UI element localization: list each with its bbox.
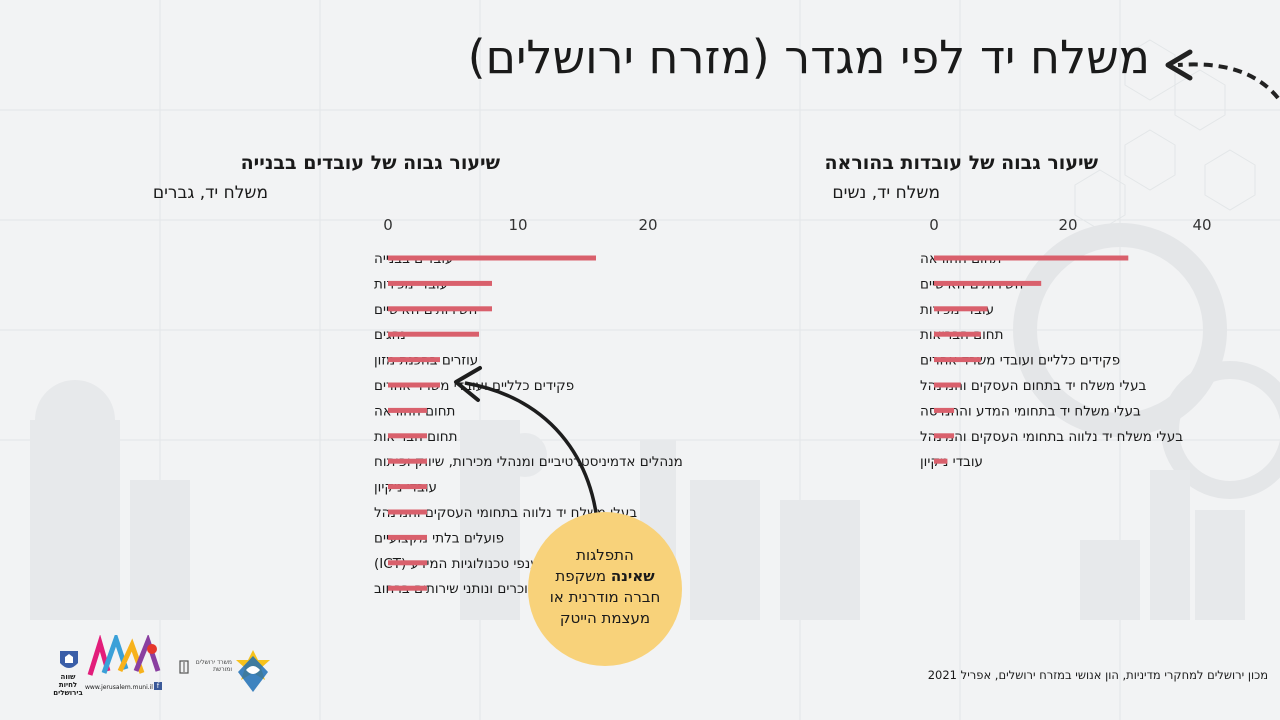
jerusalem-logo-text: שווה לחיות בירושלים <box>53 673 83 697</box>
facebook-icon: f <box>154 682 162 690</box>
annotation-text: התפלגות שאינה משקפת חברה מודרנית או מעצמ… <box>528 545 682 629</box>
bar <box>934 382 961 388</box>
bar <box>388 560 427 566</box>
bar <box>388 534 427 540</box>
category-label: בעלי משלח יד נלווה בתחומי העסקים והמינהל <box>374 505 637 521</box>
bar <box>934 331 981 337</box>
men-occupation-chart: 01020עובדים בבנייהעובדי מכירותהשירותים ה… <box>374 216 683 597</box>
bar <box>388 509 427 515</box>
men-chart-title: שיעור גבוה של עובדים בבנייה <box>240 152 500 174</box>
bar <box>388 280 492 286</box>
annotation-line2-rest: משקפת <box>555 567 611 585</box>
bar <box>388 306 492 312</box>
ministry-logo: משרד ירושלים ומורשת <box>178 655 234 689</box>
annotation-line1: התפלגות <box>576 546 634 564</box>
x-tick-label: 40 <box>1192 216 1211 234</box>
x-tick-label: 0 <box>383 216 393 234</box>
category-label: עובדי ניקיון <box>920 454 983 470</box>
jerusalem-logo: שווה לחיות בירושלים www.jerusalem.muni.i… <box>52 635 167 697</box>
page-title: משלח יד לפי מגדר (מזרח ירושלים) <box>467 30 1150 84</box>
jerusalem-url: www.jerusalem.muni.il <box>85 684 153 691</box>
annotation-line4: מעצמת הייטק <box>559 609 651 627</box>
bar <box>934 280 1042 286</box>
category-label: מנהלים אדמיניסטרטיביים ומנהלי מכירות, שי… <box>374 454 683 470</box>
bar <box>388 255 596 261</box>
source-note: מכון ירושלים למחקרי מדיניות, הון אנושי ב… <box>927 668 1268 682</box>
jerusalem-colorful-logo <box>87 635 161 676</box>
bar <box>388 433 427 439</box>
bar <box>934 407 955 413</box>
bar <box>388 458 427 464</box>
bar <box>388 382 440 388</box>
x-tick-label: 0 <box>929 216 939 234</box>
bar <box>934 306 988 312</box>
annotation-line3: חברה מודרנית או <box>549 588 661 606</box>
bar <box>388 484 427 490</box>
bar <box>934 255 1129 261</box>
ministry-emblem-icon <box>179 660 189 674</box>
bar <box>934 357 981 363</box>
annotation-circle <box>528 512 682 666</box>
category-label: בעלי משלח יד בתחומי המדע וההנדסה <box>920 403 1141 419</box>
category-label: פועלים בלתי מקצועיים <box>374 530 504 546</box>
x-tick-label: 20 <box>1058 216 1077 234</box>
bar <box>388 357 440 363</box>
bar <box>934 433 955 439</box>
bar <box>934 458 948 464</box>
category-label: בעלי משלח יד בתחום העסקים והמינהל <box>920 378 1147 394</box>
shield-star-icon <box>236 650 270 692</box>
ministry-text: משרד ירושלים ומורשת <box>195 659 232 673</box>
annotation-bold-word: שאינה <box>610 567 655 585</box>
x-tick-label: 20 <box>638 216 657 234</box>
women-chart-title: שיעור גבוה של עובדות בהוראה <box>824 152 1098 174</box>
annotation-line2: שאינה משקפת <box>528 566 682 587</box>
category-label: פקידים כלליים ועובדי משרד אחרים <box>920 353 1120 369</box>
jerusalem-emblem-icon <box>60 651 78 668</box>
dashed-arrow-icon <box>1165 49 1280 100</box>
category-label: מוכרים ונותני שירותים ברחוב <box>374 581 537 597</box>
bar <box>388 585 427 591</box>
category-label: בעלי משלח יד נלווה בתחומי העסקים והמינהל <box>920 429 1183 445</box>
bar <box>388 407 427 413</box>
men-chart-subtitle: משלח יד, גברים <box>152 183 268 203</box>
x-tick-label: 10 <box>508 216 527 234</box>
women-chart-subtitle: משלח יד, נשים <box>832 183 940 203</box>
bar <box>388 331 479 337</box>
